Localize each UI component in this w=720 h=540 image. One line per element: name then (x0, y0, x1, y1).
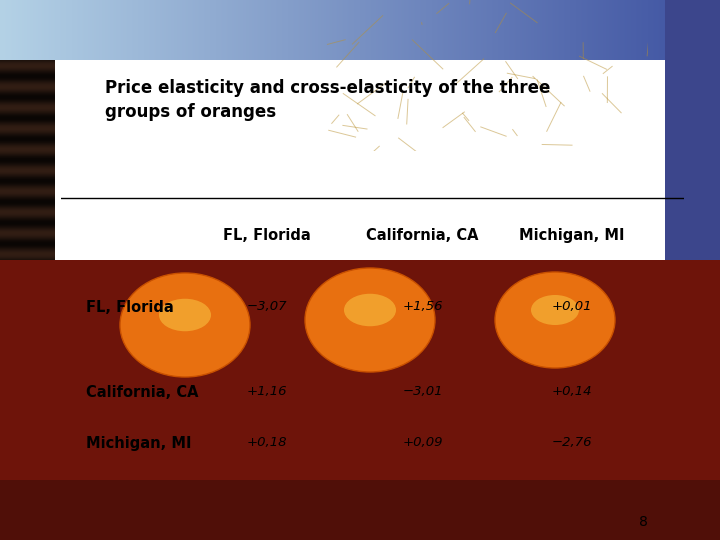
Text: Michigan, MI: Michigan, MI (519, 228, 625, 243)
Text: California, CA: California, CA (86, 384, 199, 400)
Text: Michigan, MI: Michigan, MI (86, 435, 192, 450)
Ellipse shape (344, 294, 396, 326)
Text: −3,07: −3,07 (246, 300, 287, 313)
Text: +0,14: +0,14 (552, 384, 592, 397)
Text: California, CA: California, CA (366, 228, 479, 243)
Ellipse shape (305, 268, 435, 372)
Ellipse shape (495, 272, 615, 368)
Text: 8: 8 (639, 515, 648, 529)
Text: +0,09: +0,09 (402, 435, 443, 449)
Text: +1,16: +1,16 (246, 384, 287, 397)
Ellipse shape (531, 295, 579, 325)
Text: −3,01: −3,01 (402, 384, 443, 397)
Text: −2,76: −2,76 (552, 435, 592, 449)
Ellipse shape (159, 299, 211, 331)
Ellipse shape (120, 273, 250, 377)
Text: +0,01: +0,01 (552, 300, 592, 313)
Text: +0,18: +0,18 (246, 435, 287, 449)
Text: FL, Florida: FL, Florida (86, 300, 174, 315)
Text: +1,56: +1,56 (402, 300, 443, 313)
Text: FL, Florida: FL, Florida (223, 228, 310, 243)
Text: Price elasticity and cross-elasticity of the three
groups of oranges: Price elasticity and cross-elasticity of… (105, 79, 550, 121)
